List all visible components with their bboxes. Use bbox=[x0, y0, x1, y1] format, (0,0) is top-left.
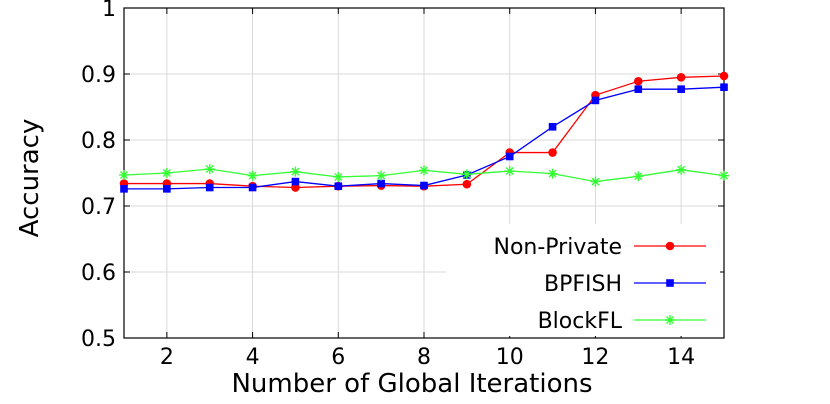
data-point-bpfish bbox=[505, 152, 514, 161]
y-axis-label: Accuracy bbox=[15, 119, 45, 238]
data-point-blockfl bbox=[633, 171, 644, 182]
legend-marker-non-private bbox=[665, 241, 675, 251]
data-point-blockfl bbox=[119, 169, 129, 180]
data-point-blockfl bbox=[204, 164, 215, 175]
data-point-blockfl bbox=[504, 166, 515, 177]
data-point-bpfish bbox=[634, 85, 643, 93]
y-tick-label: 0.8 bbox=[81, 129, 116, 154]
legend-background bbox=[446, 224, 720, 336]
x-tick-label: 2 bbox=[160, 345, 174, 370]
data-point-non-private bbox=[719, 71, 729, 81]
x-tick-label: 4 bbox=[246, 345, 260, 370]
x-tick-label: 8 bbox=[417, 345, 431, 370]
data-point-non-private bbox=[548, 148, 557, 157]
x-tick-label: 12 bbox=[581, 345, 609, 370]
data-point-bpfish bbox=[163, 185, 171, 193]
data-point-bpfish bbox=[420, 181, 428, 190]
legend: Non-Private BPFISH BlockFL bbox=[446, 224, 720, 336]
data-point-bpfish bbox=[720, 83, 728, 91]
x-tick-label: 10 bbox=[496, 345, 524, 370]
data-point-blockfl bbox=[676, 164, 687, 175]
y-tick-label: 0.7 bbox=[81, 195, 116, 220]
series-bpfish bbox=[120, 83, 728, 193]
data-point-non-private bbox=[633, 76, 643, 86]
y-tick-label: 0.6 bbox=[81, 261, 116, 286]
data-point-bpfish bbox=[677, 85, 685, 93]
series-blockfl bbox=[119, 164, 729, 187]
y-tick-label: 0.9 bbox=[81, 63, 116, 88]
data-point-blockfl bbox=[161, 168, 172, 178]
data-point-blockfl bbox=[290, 166, 301, 177]
data-point-blockfl bbox=[590, 176, 601, 187]
x-tick-label: 6 bbox=[331, 345, 345, 370]
data-point-non-private bbox=[462, 179, 472, 189]
x-axis-label: Number of Global Iterations bbox=[231, 369, 592, 399]
data-point-blockfl bbox=[376, 170, 387, 181]
legend-label-non-private: Non-Private bbox=[494, 235, 623, 260]
data-point-bpfish bbox=[334, 182, 343, 190]
data-point-bpfish bbox=[377, 179, 385, 188]
data-point-blockfl bbox=[419, 165, 429, 176]
legend-marker-bpfish bbox=[666, 279, 674, 287]
data-point-blockfl bbox=[247, 170, 258, 181]
x-tick-label: 14 bbox=[667, 345, 695, 370]
data-point-bpfish bbox=[120, 185, 128, 193]
data-point-bpfish bbox=[548, 123, 557, 131]
legend-marker-blockfl bbox=[665, 315, 675, 325]
data-point-bpfish bbox=[291, 177, 300, 186]
data-point-blockfl bbox=[333, 171, 344, 182]
data-point-bpfish bbox=[205, 183, 214, 192]
series-layer bbox=[119, 71, 729, 193]
legend-label-bpfish: BPFISH bbox=[544, 272, 622, 297]
data-point-blockfl bbox=[719, 170, 729, 181]
data-point-bpfish bbox=[591, 96, 600, 105]
data-point-blockfl bbox=[547, 168, 558, 179]
data-point-blockfl bbox=[461, 169, 472, 180]
y-tick-label: 1 bbox=[102, 0, 116, 22]
y-tick-label: 0.5 bbox=[81, 327, 116, 352]
data-point-bpfish bbox=[248, 183, 257, 192]
legend-label-blockfl: BlockFL bbox=[538, 309, 623, 334]
data-point-non-private bbox=[676, 73, 686, 82]
